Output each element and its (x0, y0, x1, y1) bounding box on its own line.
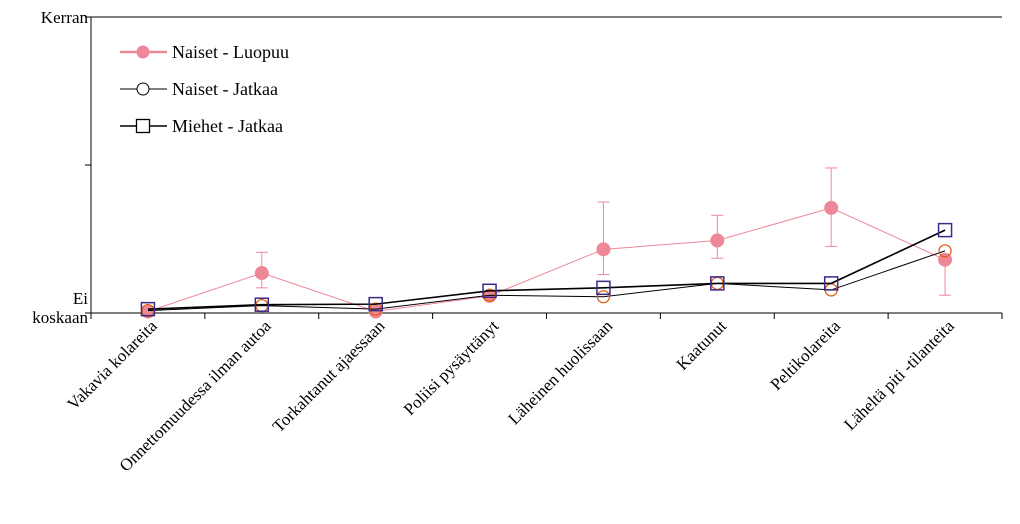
x-category-label-7: Läheltä piti -tilanteita (840, 316, 958, 434)
point-1-4 (596, 290, 611, 304)
series-line-1 (147, 250, 946, 312)
x-category-label-5: Kaatunut (673, 316, 731, 374)
point-0-6 (824, 200, 839, 215)
legend-marker-0 (136, 45, 150, 59)
series-1 (141, 244, 952, 318)
point-2-5 (710, 276, 725, 291)
x-category-label-0: Vakavia kolareita (64, 316, 162, 414)
point-0-1 (254, 266, 269, 281)
legend-marker-2 (135, 118, 151, 134)
legend-label-0: Naiset - Luopuu (172, 42, 289, 62)
point-2-3 (482, 283, 497, 299)
x-category-label-6: Peltikolareita (766, 316, 844, 394)
series-2 (140, 222, 953, 317)
legend-marker-1 (136, 82, 150, 96)
y-tick-label-2: Kerran (41, 8, 89, 27)
point-2-1 (254, 297, 270, 312)
point-2-2 (368, 296, 383, 312)
point-2-4 (596, 280, 611, 296)
x-category-label-3: Poliisi pysäyttänyt (400, 316, 503, 419)
legend-label-2: Miehet - Jatkaa (172, 116, 283, 136)
y-tick-label-0: Ei koskaan (32, 289, 88, 327)
point-2-6 (823, 276, 839, 291)
series-0 (140, 167, 953, 319)
point-0-2 (368, 304, 383, 319)
x-category-label-4: Läheinen huolissaan (504, 316, 616, 428)
point-2-7 (937, 222, 953, 238)
point-0-4 (596, 242, 611, 257)
x-category-label-2: Torkahtanut ajaessaan (269, 316, 389, 436)
series-line-0 (147, 207, 946, 313)
point-0-5 (710, 233, 725, 248)
point-2-0 (140, 301, 156, 317)
point-1-7 (938, 244, 952, 258)
legend-label-1: Naiset - Jatkaa (172, 79, 278, 99)
series-line-2 (147, 229, 946, 310)
